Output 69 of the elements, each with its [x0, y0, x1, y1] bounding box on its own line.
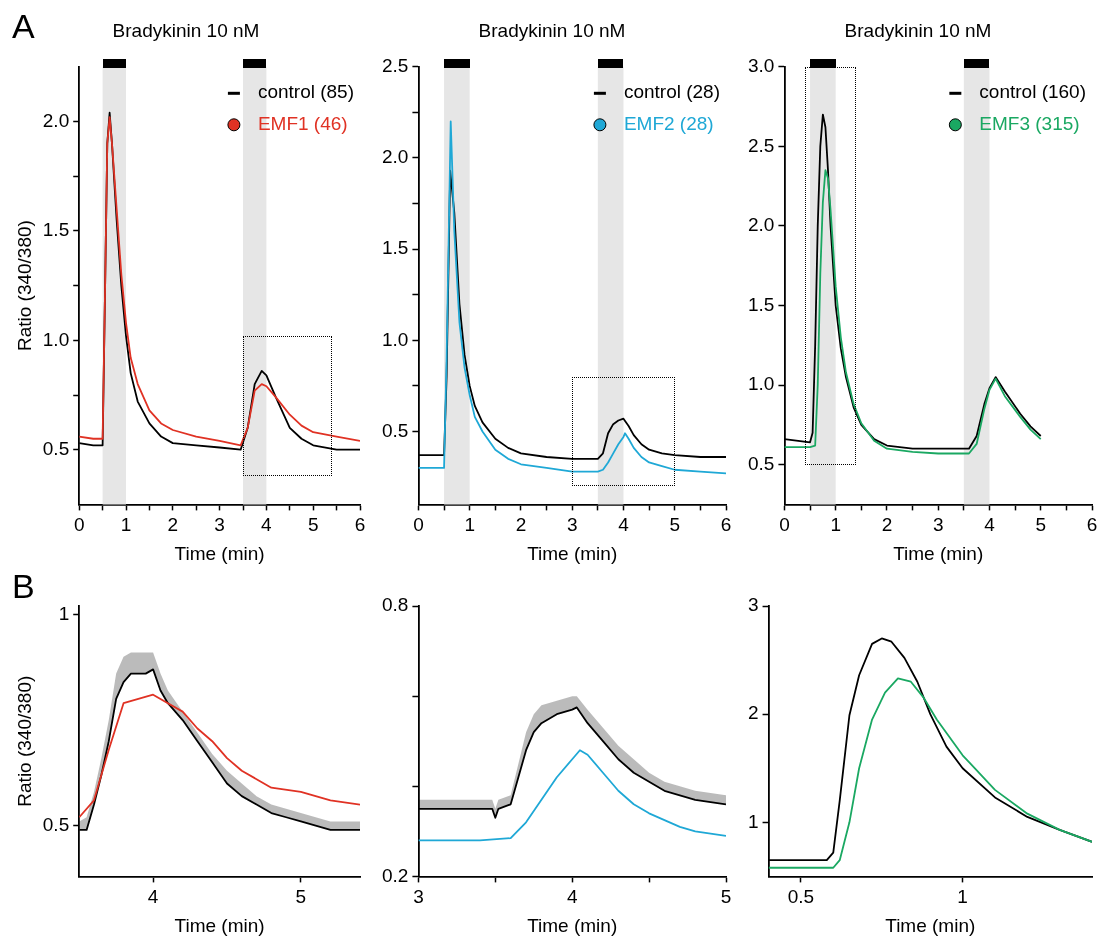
- x-axis-title: Time (min): [885, 914, 976, 936]
- x-tick-label: 5: [1035, 514, 1047, 536]
- x-tick-label: 5: [307, 514, 319, 536]
- x-axis-title: Time (min): [893, 542, 984, 564]
- x-tick-label: 5: [295, 886, 307, 908]
- legend-label: control (28): [623, 81, 721, 103]
- chart-title: Bradykinin 10 nM: [844, 19, 992, 41]
- y-tick-label: 2.0: [42, 109, 70, 131]
- chart-title: Bradykinin 10 nM: [478, 19, 626, 41]
- y-tick-label: 1: [747, 810, 759, 832]
- legend-label: EMF3 (315): [979, 113, 1080, 135]
- x-tick-label: 4: [261, 514, 273, 536]
- y-tick-label: 1.0: [42, 328, 70, 350]
- y-axis-title: Ratio (340/380): [13, 220, 35, 352]
- x-axis-title: Time (min): [527, 914, 618, 936]
- legend-label: control (85): [257, 81, 355, 103]
- x-tick-label: 0: [779, 514, 790, 536]
- x-tick-label: 1: [120, 514, 132, 536]
- legend-label: EMF1 (46): [257, 113, 348, 135]
- y-tick-label: 2.0: [381, 146, 409, 168]
- x-tick-label: 3: [214, 514, 225, 536]
- x-tick-label: 2: [167, 514, 179, 536]
- x-tick-label: 6: [1086, 514, 1098, 536]
- y-tick-label: 3.0: [747, 55, 775, 77]
- y-tick-label: 2.5: [747, 134, 775, 156]
- x-tick-label: 5: [669, 514, 681, 536]
- x-axis-title: Time (min): [527, 542, 618, 564]
- x-tick-label: 0: [413, 514, 424, 536]
- y-tick-label: 2: [747, 702, 759, 724]
- y-tick-label: 0.5: [42, 813, 70, 835]
- x-axis-title: Time (min): [174, 542, 265, 564]
- x-tick-label: 4: [566, 886, 578, 908]
- y-tick-label: 0.8: [381, 594, 409, 616]
- x-tick-label: 5: [720, 886, 732, 908]
- y-tick-label: 1: [58, 602, 70, 624]
- x-tick-label: 3: [932, 514, 944, 536]
- x-tick-label: 1: [830, 514, 841, 536]
- x-tick-label: 6: [720, 514, 732, 536]
- x-tick-label: 1: [464, 514, 475, 536]
- x-tick-label: 1: [957, 886, 968, 908]
- y-tick-label: 2.5: [381, 55, 409, 77]
- y-tick-label: 0.5: [42, 437, 70, 459]
- text: A: [12, 7, 35, 46]
- x-tick-label: 6: [354, 514, 366, 536]
- y-tick-label: 3: [747, 594, 759, 616]
- y-tick-label: 1.5: [747, 293, 775, 315]
- x-tick-label: 4: [984, 514, 996, 536]
- x-tick-label: 2: [515, 514, 527, 536]
- x-tick-label: 4: [618, 514, 630, 536]
- y-axis-title: Ratio (340/380): [13, 675, 35, 807]
- y-tick-label: 1.5: [381, 237, 409, 259]
- legend-label: control (160): [979, 81, 1087, 103]
- y-tick-label: 2.0: [747, 214, 775, 236]
- x-tick-label: 3: [566, 514, 578, 536]
- x-tick-label: 3: [413, 886, 424, 908]
- y-tick-label: 0.5: [747, 452, 775, 474]
- legend-label: EMF2 (28): [623, 113, 714, 135]
- x-axis-title: Time (min): [174, 914, 265, 936]
- chart-title: Bradykinin 10 nM: [112, 19, 260, 41]
- y-tick-label: 0.2: [381, 864, 409, 886]
- x-tick-label: 2: [881, 514, 893, 536]
- x-tick-label: 0.5: [787, 886, 815, 908]
- y-tick-label: 0.5: [381, 419, 409, 441]
- y-tick-label: 1.0: [747, 373, 775, 395]
- y-tick-label: 1.0: [381, 328, 409, 350]
- y-tick-label: 1.5: [42, 219, 70, 241]
- text: B: [12, 567, 35, 606]
- x-tick-label: 4: [147, 886, 159, 908]
- x-tick-label: 0: [73, 514, 85, 536]
